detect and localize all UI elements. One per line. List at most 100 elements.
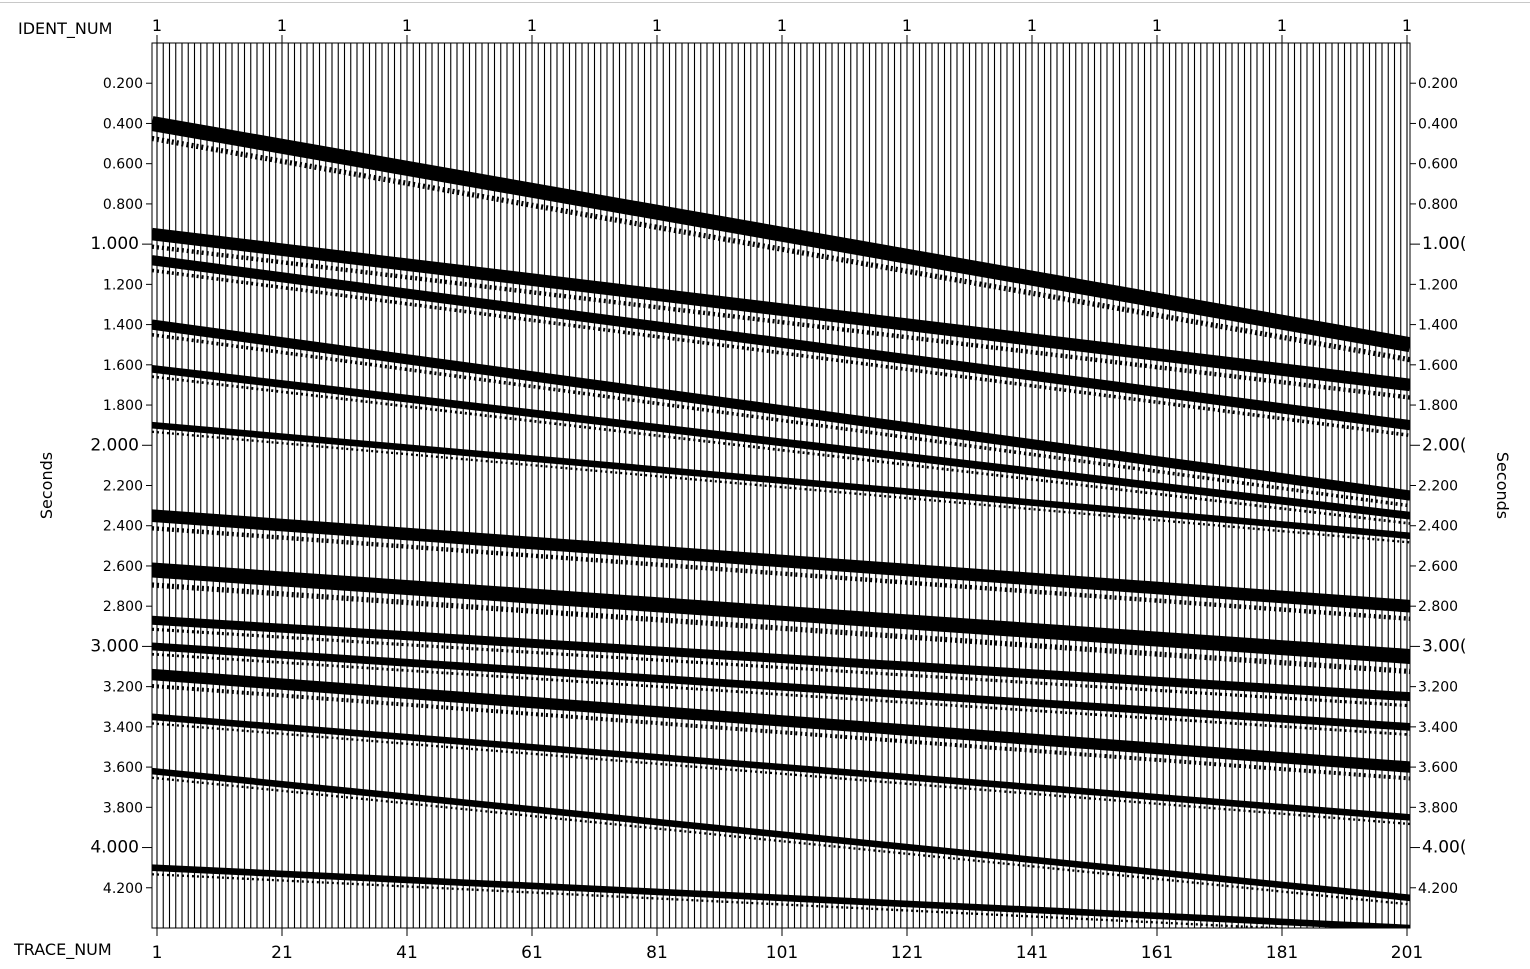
y-tick-label-left: 2.000 xyxy=(90,435,139,455)
reflection-event xyxy=(152,116,1410,353)
reflection-texture xyxy=(152,582,1410,675)
bottom-tick-label: 161 xyxy=(1141,943,1173,963)
y-axis-title-right: Seconds xyxy=(1493,452,1512,519)
y-tick-label-left: 3.800 xyxy=(103,800,143,816)
y-tick-label-right: 3.800 xyxy=(1418,800,1458,816)
reflection-event xyxy=(152,615,1410,702)
y-tick-label-left: 4.200 xyxy=(103,881,143,897)
y-tick-label-left: 3.400 xyxy=(103,720,143,736)
y-tick-label-left: 3.000 xyxy=(90,636,139,656)
top-tick-label: 1 xyxy=(777,16,787,35)
top-tick-label: 1 xyxy=(1277,16,1287,35)
y-tick-label-right: 1.600 xyxy=(1418,358,1458,374)
bottom-tick-label: 141 xyxy=(1016,943,1048,963)
y-tick-label-left: 1.000 xyxy=(90,234,139,254)
bottom-tick-label: 201 xyxy=(1391,943,1423,963)
bottom-tick-label: 101 xyxy=(766,943,798,963)
reflection-texture xyxy=(152,652,1410,737)
reflection-event xyxy=(152,642,1410,731)
y-tick-label-right: 2.200 xyxy=(1418,479,1458,495)
bottom-tick-label: 21 xyxy=(271,943,293,963)
reflection-event xyxy=(152,713,1410,821)
reflection-texture xyxy=(152,722,1410,826)
y-tick-label-left: 2.600 xyxy=(103,559,143,575)
plot-area xyxy=(152,43,1410,928)
y-tick-label-left: 1.400 xyxy=(103,318,143,334)
y-tick-label-right: 2.600 xyxy=(1418,559,1458,575)
reflection-event xyxy=(152,562,1410,664)
ident-num-axis-label: IDENT_NUM xyxy=(18,19,113,38)
bottom-tick-label: 41 xyxy=(396,943,418,963)
y-tick-label-left: 2.200 xyxy=(103,479,143,495)
y-tick-label-left: 2.400 xyxy=(103,519,143,535)
y-tick-label-right: 1.00( xyxy=(1422,234,1466,254)
bottom-tick-label: 61 xyxy=(521,943,543,963)
y-tick-label-right: 2.400 xyxy=(1418,519,1458,535)
axes-group: 0.200 0.200 0.400 0.400 0.600 0.600 0.800 0.800… xyxy=(37,16,1512,963)
y-tick-label-right: 3.00( xyxy=(1422,636,1466,656)
y-tick-label-right: 4.00( xyxy=(1422,838,1466,858)
reflection-event xyxy=(152,767,1410,902)
top-tick-label: 1 xyxy=(1152,16,1162,35)
top-tick-label: 1 xyxy=(152,16,162,35)
y-tick-label-left: 0.800 xyxy=(103,197,143,213)
bottom-tick-label: 181 xyxy=(1266,943,1298,963)
y-tick-label-left: 1.600 xyxy=(103,358,143,374)
top-tick-label: 1 xyxy=(402,16,412,35)
y-tick-label-right: 4.200 xyxy=(1418,881,1458,897)
y-tick-label-right: 0.600 xyxy=(1418,157,1458,173)
y-tick-label-right: 0.400 xyxy=(1418,116,1458,132)
y-axis-title-left: Seconds xyxy=(37,452,56,519)
y-tick-label-left: 3.200 xyxy=(103,680,143,696)
y-tick-label-right: 1.400 xyxy=(1418,318,1458,334)
reflection-texture xyxy=(152,683,1410,781)
y-tick-label-left: 1.200 xyxy=(103,277,143,293)
y-tick-label-right: 1.800 xyxy=(1418,398,1458,414)
reflection-events xyxy=(152,116,1410,928)
reflection-texture xyxy=(152,375,1410,525)
trace-num-axis-label: TRACE_NUM xyxy=(14,940,112,959)
trace-group xyxy=(156,43,1408,928)
reflection-texture xyxy=(152,244,1410,400)
y-tick-label-right: 1.200 xyxy=(1418,277,1458,293)
bottom-tick-label: 1 xyxy=(152,943,163,963)
y-tick-label-left: 0.600 xyxy=(103,157,143,173)
top-tick-label: 1 xyxy=(527,16,537,35)
y-tick-label-right: 3.600 xyxy=(1418,760,1458,776)
reflection-event xyxy=(152,509,1410,613)
reflection-texture xyxy=(152,268,1410,438)
top-tick-label: 1 xyxy=(902,16,912,35)
reflection-texture xyxy=(152,333,1410,508)
reflection-event xyxy=(152,364,1410,520)
y-tick-label-right: 2.00( xyxy=(1422,435,1466,455)
reflection-texture xyxy=(152,627,1410,708)
y-tick-label-right: 0.800 xyxy=(1418,197,1458,213)
reflection-texture xyxy=(152,526,1410,621)
reflection-event xyxy=(152,227,1410,392)
reflection-event xyxy=(152,319,1410,501)
bottom-tick-label: 81 xyxy=(646,943,668,963)
y-tick-label-right: 0.200 xyxy=(1418,76,1458,92)
top-border xyxy=(0,2,1530,3)
top-tick-label: 1 xyxy=(277,16,287,35)
reflection-event xyxy=(152,255,1410,431)
y-tick-label-left: 0.200 xyxy=(103,76,143,92)
reflection-event xyxy=(152,864,1410,928)
y-tick-label-left: 3.600 xyxy=(103,760,143,776)
top-tick-label: 1 xyxy=(1027,16,1037,35)
top-tick-label: 1 xyxy=(652,16,662,35)
y-tick-label-right: 3.400 xyxy=(1418,720,1458,736)
bottom-tick-label: 121 xyxy=(891,943,923,963)
y-tick-label-right: 2.800 xyxy=(1418,599,1458,615)
y-tick-label-left: 4.000 xyxy=(90,838,139,858)
y-tick-label-left: 2.800 xyxy=(103,599,143,615)
reflection-texture xyxy=(152,776,1410,906)
top-tick-label: 1 xyxy=(1402,16,1412,35)
reflection-texture xyxy=(152,430,1410,544)
reflection-event xyxy=(152,421,1410,540)
y-tick-label-left: 0.400 xyxy=(103,116,143,132)
y-tick-label-left: 1.800 xyxy=(103,398,143,414)
reflection-event xyxy=(152,668,1410,773)
